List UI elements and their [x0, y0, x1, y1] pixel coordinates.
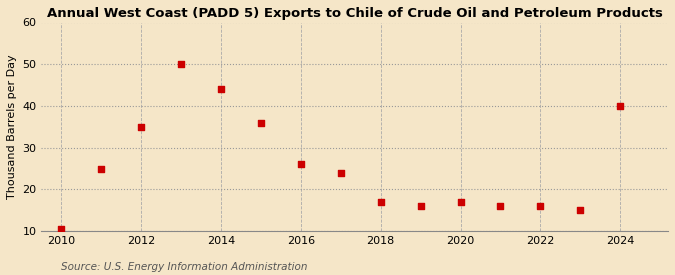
Point	[176, 62, 186, 67]
Point	[495, 204, 506, 208]
Point	[575, 208, 586, 213]
Title: Annual West Coast (PADD 5) Exports to Chile of Crude Oil and Petroleum Products: Annual West Coast (PADD 5) Exports to Ch…	[47, 7, 663, 20]
Point	[296, 162, 306, 167]
Point	[535, 204, 546, 208]
Point	[56, 227, 67, 231]
Point	[335, 170, 346, 175]
Point	[256, 120, 267, 125]
Point	[375, 200, 386, 204]
Y-axis label: Thousand Barrels per Day: Thousand Barrels per Day	[7, 54, 17, 199]
Point	[415, 204, 426, 208]
Point	[455, 200, 466, 204]
Text: Source: U.S. Energy Information Administration: Source: U.S. Energy Information Administ…	[61, 262, 307, 272]
Point	[136, 125, 146, 129]
Point	[96, 166, 107, 171]
Point	[615, 104, 626, 108]
Point	[216, 87, 227, 92]
